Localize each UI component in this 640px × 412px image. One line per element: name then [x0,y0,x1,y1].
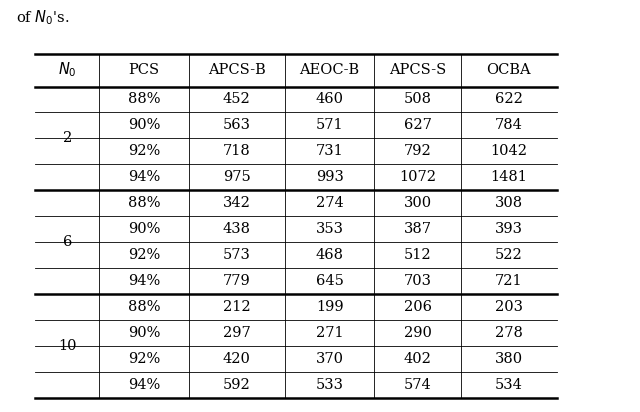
Text: 975: 975 [223,171,251,184]
Text: 92%: 92% [128,352,160,366]
Text: 88%: 88% [128,197,160,210]
Text: 468: 468 [316,248,344,262]
Text: OCBA: OCBA [486,63,531,77]
Text: 6: 6 [63,235,72,249]
Text: 94%: 94% [128,378,160,392]
Text: 508: 508 [404,93,431,106]
Text: 308: 308 [495,197,523,210]
Text: 387: 387 [404,222,431,236]
Text: 278: 278 [495,326,523,340]
Text: 206: 206 [404,300,431,314]
Text: 574: 574 [404,378,431,392]
Text: 452: 452 [223,93,251,106]
Text: 420: 420 [223,352,251,366]
Text: 622: 622 [495,93,523,106]
Text: 1072: 1072 [399,171,436,184]
Text: $N_0$: $N_0$ [58,61,77,80]
Text: 563: 563 [223,119,251,132]
Text: 88%: 88% [128,93,160,106]
Text: 792: 792 [404,145,431,158]
Text: 10: 10 [58,339,76,353]
Text: 353: 353 [316,222,344,236]
Text: 721: 721 [495,274,523,288]
Text: PCS: PCS [129,63,159,77]
Text: 297: 297 [223,326,251,340]
Text: APCS-B: APCS-B [208,63,266,77]
Text: 573: 573 [223,248,251,262]
Text: 534: 534 [495,378,523,392]
Text: 92%: 92% [128,248,160,262]
Text: 627: 627 [404,119,431,132]
Text: 460: 460 [316,93,344,106]
Text: 993: 993 [316,171,344,184]
Text: AEOC-B: AEOC-B [300,63,360,77]
Text: 592: 592 [223,378,251,392]
Text: 522: 522 [495,248,523,262]
Text: 300: 300 [404,197,431,210]
Text: 92%: 92% [128,145,160,158]
Text: 1481: 1481 [490,171,527,184]
Text: 393: 393 [495,222,523,236]
Text: 271: 271 [316,326,344,340]
Text: 512: 512 [404,248,431,262]
Text: 94%: 94% [128,171,160,184]
Text: 718: 718 [223,145,251,158]
Text: 703: 703 [404,274,431,288]
Text: 94%: 94% [128,274,160,288]
Text: 212: 212 [223,300,251,314]
Text: 274: 274 [316,197,344,210]
Text: 342: 342 [223,197,251,210]
Text: of $N_0$'s.: of $N_0$'s. [16,8,70,27]
Text: 90%: 90% [128,326,160,340]
Text: 731: 731 [316,145,344,158]
Text: 779: 779 [223,274,251,288]
Text: 645: 645 [316,274,344,288]
Text: 290: 290 [404,326,431,340]
Text: 90%: 90% [128,119,160,132]
Text: 90%: 90% [128,222,160,236]
Text: 784: 784 [495,119,523,132]
Text: 438: 438 [223,222,251,236]
Text: 2: 2 [63,131,72,145]
Text: 203: 203 [495,300,523,314]
Text: 380: 380 [495,352,523,366]
Text: 1042: 1042 [490,145,527,158]
Text: 370: 370 [316,352,344,366]
Text: 533: 533 [316,378,344,392]
Text: 199: 199 [316,300,344,314]
Text: 402: 402 [404,352,431,366]
Text: APCS-S: APCS-S [389,63,446,77]
Text: 88%: 88% [128,300,160,314]
Text: 571: 571 [316,119,344,132]
